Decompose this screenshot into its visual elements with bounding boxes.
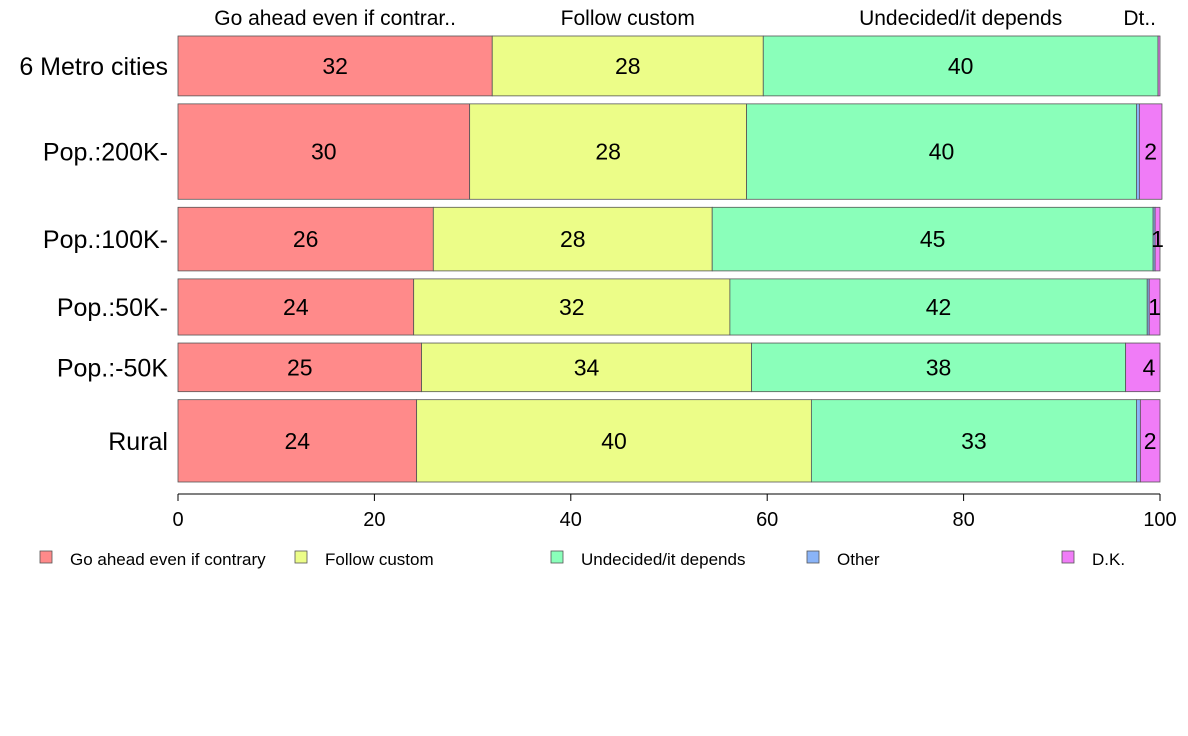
- row-label: Pop.:100K-: [43, 226, 168, 254]
- bar-row-pop-100k: Pop.:100K- 26 28 45 1: [43, 206, 1164, 272]
- bar-row-pop-50k: Pop.:-50K 25 34 38 4: [57, 342, 1161, 393]
- legend-swatch: [1061, 550, 1075, 564]
- bar-segment-undecided-it-depends: [729, 278, 1148, 336]
- bar-segment-follow-custom: [491, 35, 764, 97]
- value-label: 25: [287, 354, 313, 380]
- value-label: 33: [961, 428, 987, 454]
- value-label: 24: [285, 428, 311, 454]
- bar-segment-follow-custom: [432, 206, 713, 272]
- legend-item-d-k: D.K.: [1061, 550, 1125, 569]
- x-tick-label: 20: [363, 509, 385, 531]
- legend-item-other: Other: [806, 550, 880, 569]
- value-label: 28: [560, 226, 586, 252]
- bar-row-6-metro-cities: 6 Metro cities 32 28 40: [19, 35, 1161, 97]
- value-label: 40: [601, 428, 627, 454]
- bar-segment-go-ahead-even-if-contrary: [177, 278, 415, 336]
- bar-segment-d-k: [1154, 206, 1161, 272]
- bar-segment-go-ahead-even-if-contrary: [177, 342, 422, 393]
- bar-segment-undecided-it-depends: [711, 206, 1154, 272]
- legend-swatch: [39, 550, 53, 564]
- top-category-label: Undecided/it depends: [859, 7, 1062, 30]
- bar-segment-undecided-it-depends: [810, 399, 1137, 483]
- bar-row-pop-50k: Pop.:50K- 24 32 42 1: [57, 278, 1161, 336]
- x-tick-label: 80: [952, 509, 974, 531]
- legend-swatch: [806, 550, 820, 564]
- value-label: 2: [1144, 139, 1157, 165]
- value-label: 1: [1148, 294, 1161, 320]
- value-label: 1: [1151, 226, 1164, 252]
- bar-segment-d-k: [1139, 399, 1161, 483]
- row-label: Pop.:200K-: [43, 139, 168, 167]
- value-label: 2: [1144, 428, 1157, 454]
- bar-segment-undecided-it-depends: [751, 342, 1127, 393]
- bar-segment-go-ahead-even-if-contrary: [177, 206, 434, 272]
- value-label: 24: [283, 294, 309, 320]
- bar-segment-d-k: [1148, 278, 1161, 336]
- value-label: 32: [322, 53, 348, 79]
- legend-label: Follow custom: [325, 550, 434, 569]
- value-label: 32: [559, 294, 585, 320]
- top-category-label: Go ahead even if contrar..: [214, 7, 456, 30]
- legend: Go ahead even if contrary Follow custom Un…: [39, 550, 1125, 569]
- legend-label: Go ahead even if contrary: [70, 550, 266, 569]
- legend-item-undecided-it-depends: Undecided/it depends: [550, 550, 745, 569]
- value-label: 30: [311, 139, 337, 165]
- bar-segment-follow-custom: [416, 399, 812, 483]
- bar-segment-follow-custom: [469, 103, 747, 200]
- bar-segment-go-ahead-even-if-contrary: [177, 35, 493, 97]
- x-tick-label: 40: [560, 509, 582, 531]
- value-label: 4: [1143, 354, 1156, 380]
- value-label: 26: [293, 226, 319, 252]
- bar-segment-d-k: [1125, 342, 1161, 393]
- bar-segment-undecided-it-depends: [746, 103, 1137, 200]
- bar-segment-d-k: [1157, 35, 1161, 97]
- row-label: Pop.:50K-: [57, 294, 168, 322]
- bar-segment-follow-custom: [413, 278, 731, 336]
- bar-row-rural: Rural 24 40 33 2: [108, 399, 1161, 483]
- bar-segment-other: [1136, 103, 1140, 200]
- value-label: 34: [574, 354, 600, 380]
- legend-item-follow-custom: Follow custom: [294, 550, 434, 569]
- row-label: Rural: [108, 428, 168, 456]
- value-label: 40: [929, 139, 955, 165]
- legend-swatch: [550, 550, 564, 564]
- value-label: 28: [615, 53, 641, 79]
- bar-segment-undecided-it-depends: [762, 35, 1159, 97]
- bar-row-pop-200k: Pop.:200K- 30 28 40 2: [43, 103, 1163, 200]
- legend-label: Other: [837, 550, 880, 569]
- legend-label: D.K.: [1092, 550, 1125, 569]
- x-tick-label: 100: [1143, 509, 1176, 531]
- bar-segment-go-ahead-even-if-contrary: [177, 399, 418, 483]
- legend-item-go-ahead-even-if-contrary: Go ahead even if contrary: [39, 550, 266, 569]
- bar-segment-d-k: [1138, 103, 1163, 200]
- x-tick-label: 60: [756, 509, 778, 531]
- row-label: Pop.:-50K: [57, 354, 169, 382]
- bar-segment-go-ahead-even-if-contrary: [177, 103, 471, 200]
- value-label: 45: [920, 226, 946, 252]
- bar-segment-follow-custom: [421, 342, 752, 393]
- x-axis: 0 20 40 60 80 100: [172, 493, 1177, 531]
- x-tick-label: 0: [172, 509, 183, 531]
- legend-swatch: [294, 550, 308, 564]
- value-label: 42: [926, 294, 952, 320]
- legend-label: Undecided/it depends: [581, 550, 745, 569]
- top-category-label: Follow custom: [561, 7, 695, 30]
- bar-segment-other: [1136, 399, 1141, 483]
- top-category-label: Dt..: [1123, 7, 1156, 30]
- value-label: 38: [926, 354, 952, 380]
- value-label: 28: [595, 139, 621, 165]
- row-label: 6 Metro cities: [19, 53, 168, 81]
- value-label: 40: [948, 53, 974, 79]
